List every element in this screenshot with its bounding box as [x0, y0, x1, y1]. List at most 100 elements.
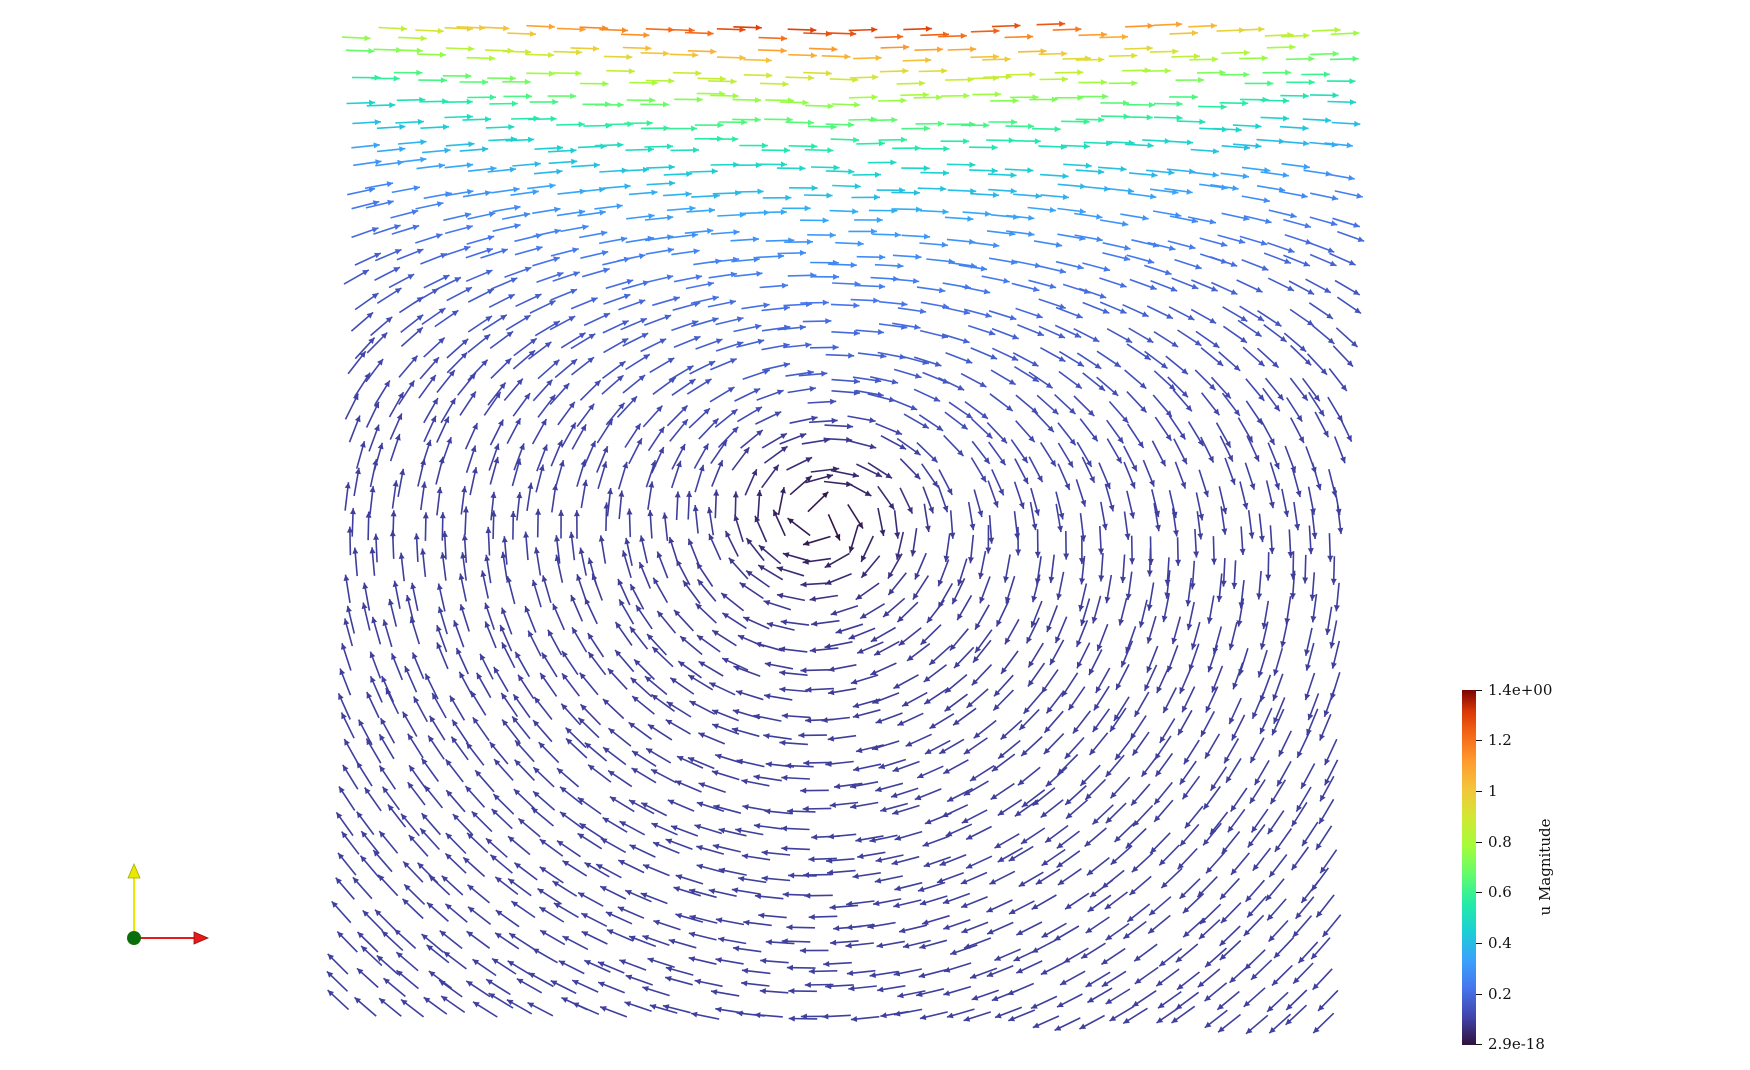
vector-arrow-head [827, 869, 834, 876]
vector-arrow-head [988, 537, 995, 544]
vector-arrow-head [379, 734, 385, 741]
vector-arrow-head [764, 661, 772, 668]
vector-arrow-head [584, 960, 591, 966]
vector-arrow-head [470, 391, 476, 399]
vector-arrow-head [649, 97, 656, 104]
vector-arrow-head [875, 786, 882, 793]
vector-arrow-head [1012, 333, 1019, 340]
vector-arrow-head [1000, 733, 1007, 740]
vector-arrow-head [440, 77, 447, 84]
vector-arrow-head [1184, 821, 1191, 829]
vector-arrow-head [659, 338, 667, 345]
vector-arrow-head [809, 647, 817, 654]
vector-arrow-head [969, 121, 976, 128]
vector-arrow-head [663, 125, 670, 132]
vector-arrow-head [780, 619, 787, 626]
vector-arrow-head [391, 653, 397, 660]
vector-arrow-head [937, 46, 944, 53]
vector-arrow-head [1350, 99, 1357, 106]
vector-arrow-head [1015, 549, 1022, 556]
vector-arrow-head [1256, 593, 1263, 600]
vector-arrow-head [778, 253, 785, 260]
vector-arrow-head [667, 143, 673, 150]
vector-arrow-head [428, 971, 436, 977]
vector-arrow-head [811, 834, 818, 841]
vector-arrow-head [1085, 793, 1092, 800]
vector-arrow-head [966, 701, 974, 708]
vector-arrow-head [665, 838, 673, 845]
vector-arrow-head [1258, 26, 1265, 33]
vector-arrow-head [1307, 548, 1314, 555]
vector-arrow-head [381, 931, 389, 938]
vector-arrow-head [1301, 782, 1307, 789]
vector-arrow-head [621, 338, 629, 344]
vector-arrow-head [408, 835, 415, 842]
vector-arrow-head [1178, 728, 1184, 736]
vector-arrow-head [632, 750, 639, 757]
vector-arrow-head [1283, 97, 1290, 104]
vector-arrow-head [1232, 682, 1238, 690]
vector-arrow-head [1240, 336, 1247, 343]
vector-arrow-head [562, 650, 568, 658]
vector-arrow-head [540, 930, 547, 936]
vector-arrow-head [440, 552, 446, 559]
vector-arrow-head [686, 491, 693, 498]
vector-arrow-head [822, 217, 829, 224]
vector-arrow-head [361, 602, 368, 610]
vector-arrow-head [805, 457, 813, 463]
vector-arrow-head [803, 760, 810, 766]
vector-arrow-head [803, 540, 810, 546]
vector-arrow-head [1264, 167, 1271, 174]
vector-arrow-head [580, 704, 587, 711]
vector-arrow-head [1254, 778, 1261, 786]
vector-arrow-head [523, 315, 531, 321]
vector-arrow-head [1273, 717, 1279, 724]
vector-arrow-head [756, 489, 763, 497]
vector-arrow-head [919, 80, 926, 87]
vector-arrow-head [1313, 394, 1320, 402]
vector-arrow-head [1164, 269, 1172, 276]
vector-arrow-head [779, 739, 786, 746]
vector-arrow-head [707, 281, 714, 287]
vector-arrow-head [761, 142, 768, 149]
vector-arrow-head [766, 621, 774, 628]
vector-arrow-head [1257, 670, 1264, 678]
vector-arrow-head [1075, 382, 1082, 389]
vector-arrow-head [647, 634, 654, 641]
vector-arrow-head [375, 159, 382, 166]
vector-arrow-head [846, 436, 853, 443]
vector-arrow-head [1096, 213, 1103, 220]
vector-arrow-head [1250, 756, 1256, 763]
vector-arrow-head [490, 165, 497, 172]
vector-arrow-head [1021, 801, 1029, 808]
colorbar-label: 0.6 [1488, 883, 1512, 901]
vector-arrow-head [436, 625, 442, 632]
vector-arrow-head [459, 604, 466, 611]
vector-arrow-head [473, 1001, 480, 1008]
vector-arrow-head [892, 809, 899, 815]
vector-arrow-head [1245, 895, 1252, 902]
vector-arrow-head [1261, 55, 1268, 62]
vector-arrow-head [1092, 725, 1099, 732]
vector-arrow-head [673, 296, 680, 302]
vector-arrow-head [1063, 553, 1070, 560]
vector-arrow-head [1203, 802, 1210, 810]
vector-arrow-head [588, 652, 595, 659]
vector-arrow-head [860, 612, 867, 619]
vector-arrow-head [826, 857, 833, 864]
vector-arrow-head [609, 796, 617, 803]
vector-arrow-head [377, 442, 384, 450]
vector-arrow-head [1267, 913, 1274, 921]
vector-arrow-head [1280, 641, 1287, 648]
vector-arrow-head [490, 491, 497, 499]
vector-arrow-head [869, 443, 877, 450]
vector-arrow-head [377, 359, 384, 366]
vector-arrow-head [1127, 915, 1134, 922]
vector-arrow-head [540, 673, 547, 680]
vector-arrow-head [1274, 320, 1282, 327]
vector-arrow-head [856, 747, 863, 754]
vector-arrow-head [577, 833, 585, 840]
vector-arrow-head [861, 555, 867, 562]
vector-arrow-head [462, 506, 469, 513]
